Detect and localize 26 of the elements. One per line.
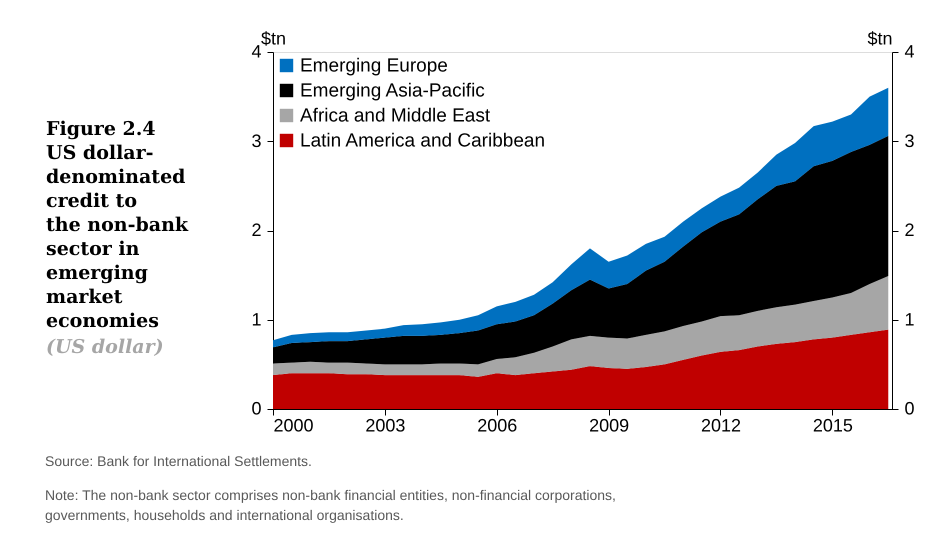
y-tick-label: 2 bbox=[251, 220, 262, 240]
text: (US dollar) bbox=[46, 336, 164, 358]
legend-label: Latin America and Caribbean bbox=[300, 130, 546, 152]
source-note: Source: Bank for International Settlements. bbox=[45, 453, 312, 469]
y-tick-label: 1 bbox=[251, 309, 262, 330]
y2-tick-label: 0 bbox=[904, 398, 915, 418]
x-tick-label: 2009 bbox=[589, 416, 630, 436]
x-tick-label: 2012 bbox=[700, 416, 741, 436]
text: Note: The non-bank sector comprises non-bank financial entities, non-financial corporations, governments, households and international organisations. bbox=[45, 487, 616, 523]
y2-tick-label: 4 bbox=[904, 42, 915, 62]
chart-title: Figure 2.4 US dollar-denominated credit to the non-bank sector in emerging market economies bbox=[46, 118, 188, 332]
y2-axis-title: $tn bbox=[867, 28, 892, 48]
x-tick-label: 2006 bbox=[477, 416, 518, 436]
legend-label: Emerging Asia-Pacific bbox=[300, 80, 485, 102]
x-tick-label: 2000 bbox=[274, 416, 314, 436]
y-tick-label: 3 bbox=[251, 130, 262, 151]
y-axis-title: $tn bbox=[260, 28, 286, 48]
y2-tick-label: 1 bbox=[904, 309, 915, 330]
legend-label: Emerging Europe bbox=[300, 56, 448, 76]
y-tick-label: 0 bbox=[251, 398, 262, 418]
x-tick-label: 2003 bbox=[365, 416, 406, 436]
y2-tick-label: 3 bbox=[904, 130, 915, 151]
x-tick-label: 2015 bbox=[812, 416, 853, 436]
y2-tick-label: 2 bbox=[904, 220, 915, 240]
legend-label: Africa and Middle East bbox=[300, 106, 491, 126]
y-tick-label: 4 bbox=[251, 42, 262, 62]
